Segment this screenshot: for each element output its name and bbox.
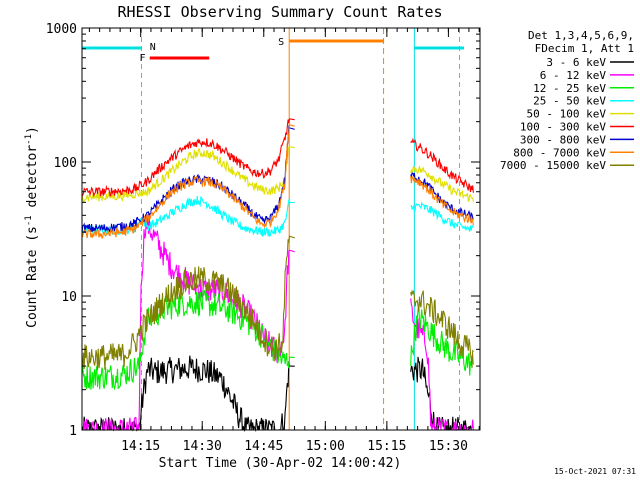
y-tick-label: 1000 [46, 22, 77, 37]
plot-frame [81, 27, 481, 431]
legend-label: 25 - 50 keV [533, 95, 606, 108]
x-tick-label: 15:00 [306, 439, 345, 454]
flare-label: F [139, 53, 145, 64]
legend-header: FDecim 1, Att 1 [535, 42, 634, 55]
series-25_50keV [81, 195, 474, 238]
x-tick-label: 15:15 [367, 439, 406, 454]
x-tick-label: 14:30 [183, 439, 222, 454]
legend-label: 800 - 7000 keV [513, 146, 606, 159]
series-line [81, 123, 474, 239]
legend-header: Det 1,3,4,5,6,9, [528, 29, 634, 42]
legend-label: 50 - 100 keV [527, 108, 607, 121]
y-tick-label: 100 [54, 156, 77, 171]
x-tick-label: 15:30 [429, 439, 468, 454]
chart-title: RHESSI Observing Summary Count Rates [117, 3, 442, 21]
night-label: N [150, 42, 156, 53]
axes: 1 10 100 1000 14:15 14:30 14:45 15:00 15:15 15:30 [46, 22, 481, 454]
y-tick-label: 10 [61, 290, 77, 305]
series-line [81, 235, 474, 371]
legend-label: 100 - 300 keV [520, 121, 606, 134]
series-7000_15000keV [81, 235, 474, 371]
legend-label: 300 - 800 keV [520, 133, 606, 146]
series-50_100keV [81, 146, 474, 203]
legend: Det 1,3,4,5,6,9,FDecim 1, Att 13 - 6 keV… [500, 29, 634, 172]
series-line [81, 118, 474, 198]
timestamp: 15-Oct-2021 07:31 [554, 467, 636, 476]
legend-label: 3 - 6 keV [546, 56, 606, 69]
legend-label: 6 - 12 keV [540, 69, 607, 82]
series-line [81, 195, 474, 238]
series-100_300keV [81, 118, 474, 198]
x-tick-label: 14:45 [244, 439, 283, 454]
saa-label: S [278, 37, 284, 48]
x-tick-label: 14:15 [121, 439, 160, 454]
y-tick-label: 1 [69, 424, 77, 439]
legend-label: 12 - 25 keV [533, 82, 606, 95]
y-axis-label: Count Rate (s-1 detector-1) [24, 126, 40, 328]
plot-area: NF S [81, 28, 474, 433]
series-line [81, 146, 474, 203]
series-800_7000keV [81, 123, 474, 239]
x-axis-label: Start Time (30-Apr-02 14:00:42) [159, 456, 402, 471]
legend-label: 7000 - 15000 keV [500, 159, 606, 172]
